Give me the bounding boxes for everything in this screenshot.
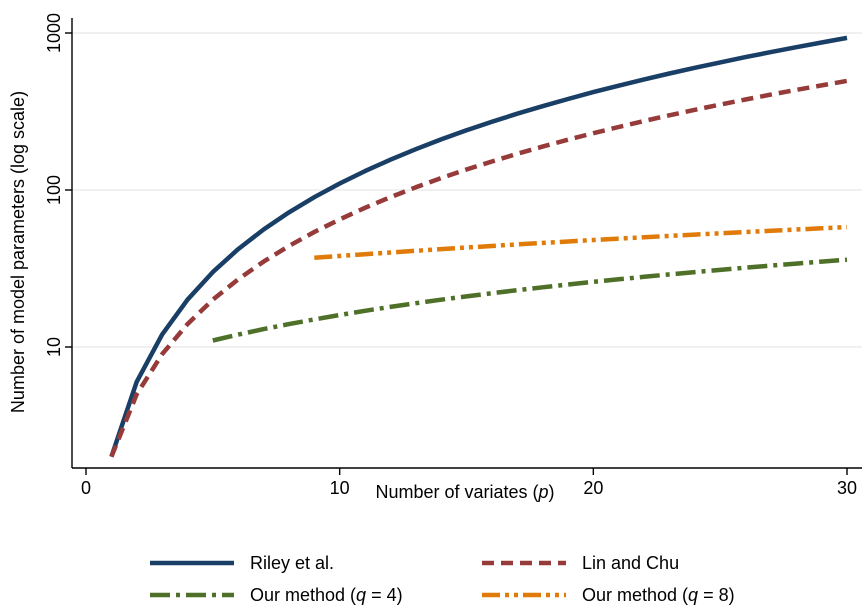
legend-label-3: Our method (q = 4) [250,585,403,605]
x-tick-label-20: 20 [583,478,603,498]
tick-labels: 10 100 1000 0 10 20 30 [44,13,857,498]
series-line-4 [314,224,848,261]
x-axis-title-var: p [538,482,549,502]
legend-label-suffix: = 4) [366,585,403,605]
legend-label-prefix: Our method ( [582,585,688,605]
y-tick-label-10: 10 [44,337,64,357]
legend-label-2: Lin and Chu [582,553,679,573]
legend-label-1: Riley et al. [250,553,334,573]
series-line-2 [109,78,848,458]
legend-label-suffix: = 8) [698,585,735,605]
grid-lines [72,32,862,348]
legend-label-var: q [356,585,366,605]
y-tick-label-100: 100 [44,175,64,205]
legend-item-1: Riley et al. [150,553,334,573]
legend-label-prefix: Our method ( [250,585,356,605]
legend-item-3: Our method (q = 4) [150,585,403,605]
y-tick-label-1000: 1000 [44,13,64,53]
x-axis-title-text: Number of variates [375,482,527,502]
series-lines [109,35,848,458]
axes [65,18,862,475]
x-tick-label-0: 0 [81,478,91,498]
series-line-1 [109,35,848,458]
x-tick-label-10: 10 [330,478,350,498]
x-tick-label-30: 30 [837,478,857,498]
legend-item-4: Our method (q = 8) [482,585,735,605]
x-axis-title: Number of variates (p) [375,482,554,502]
series-line-3 [212,257,848,343]
legend-item-2: Lin and Chu [482,553,679,573]
legend-label-4: Our method (q = 8) [582,585,735,605]
legend-label-var: q [688,585,698,605]
y-axis-title: Number of model parameters (log scale) [8,91,28,413]
